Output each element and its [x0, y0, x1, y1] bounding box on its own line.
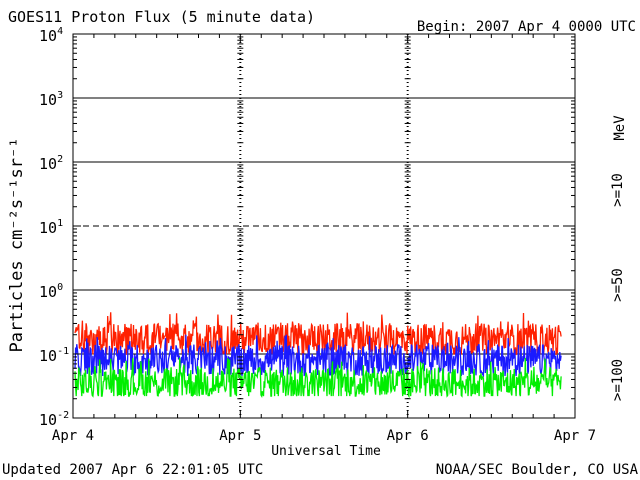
y-tick-label: 102 [39, 154, 63, 173]
updated-timestamp: Updated 2007 Apr 6 22:01:05 UTC [2, 462, 263, 478]
series-line-ge50 [74, 334, 562, 378]
chart-title: GOES11 Proton Flux (5 minute data) [8, 8, 315, 26]
y-tick-label: 10-2 [39, 410, 69, 429]
series-line-ge10 [74, 312, 562, 358]
series-group [74, 312, 562, 399]
series-line-ge100 [74, 357, 562, 399]
x-tick-label: Apr 5 [219, 428, 261, 444]
y-tick-label: 100 [39, 282, 63, 301]
legend-item: >=50 [610, 268, 626, 302]
begin-time: Begin: 2007 Apr 4 0000 UTC [417, 19, 636, 35]
x-tick-label: Apr 6 [387, 428, 429, 444]
y-axis-label: Particles cm⁻²s⁻¹sr⁻¹ [7, 138, 27, 353]
y-tick-label: 103 [39, 90, 63, 109]
x-tick-label: Apr 7 [554, 428, 596, 444]
legend: >=10 >=50 >=100 MeV [610, 115, 628, 401]
legend-unit: MeV [612, 115, 628, 141]
x-tick-label: Apr 4 [52, 428, 94, 444]
y-tick-label: 104 [39, 26, 63, 45]
y-axis-ticks: 10-2 10-1 100 101 102 103 104 [39, 26, 575, 429]
x-axis-ticks: Apr 4 Apr 5 Apr 6 Apr 7 [52, 34, 596, 444]
x-axis-label: Universal Time [271, 444, 381, 459]
y-tick-label: 101 [39, 218, 63, 237]
legend-item: >=100 [610, 359, 626, 401]
credit-line: NOAA/SEC Boulder, CO USA [436, 462, 639, 478]
y-tick-label: 10-1 [39, 346, 69, 365]
legend-item: >=10 [610, 173, 626, 207]
